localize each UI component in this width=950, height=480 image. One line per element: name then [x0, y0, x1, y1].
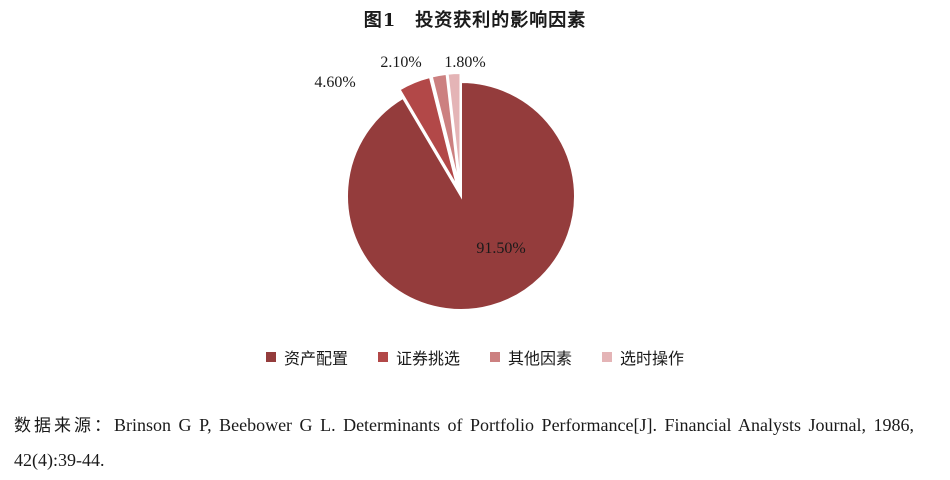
legend: 资产配置 证券挑选 其他因素 选时操作	[0, 345, 950, 369]
slice-data-label: 91.50%	[476, 240, 525, 257]
legend-label: 资产配置	[283, 349, 348, 368]
legend-swatch	[265, 352, 276, 362]
source-text: Brinson G P, Beebower G L. Determinants …	[14, 415, 915, 470]
chart-title: 图1 投资获利的影响因素	[363, 10, 587, 31]
legend-swatch	[602, 352, 613, 362]
legend-item: 其他因素	[490, 345, 572, 369]
source-prefix: 数据来源：	[14, 416, 115, 436]
slice-data-label: 2.10%	[380, 54, 421, 71]
pie-slice	[430, 72, 461, 188]
legend-label: 选时操作	[620, 349, 685, 368]
slice-data-label: 4.60%	[314, 74, 355, 91]
legend-item: 资产配置	[265, 345, 348, 369]
pie-slice	[398, 75, 459, 189]
legend-item: 选时操作	[602, 345, 684, 369]
legend-swatch	[377, 352, 388, 362]
legend-swatch	[490, 352, 500, 362]
legend-item: 证券挑选	[377, 345, 460, 369]
pie-slice	[446, 72, 462, 188]
source-note: 数据来源：Brinson G P, Beebower G L. Determin…	[14, 408, 914, 477]
pie-chart: 91.50% 4.60% 2.10% 1.80%	[314, 54, 576, 311]
slice-data-label: 1.80%	[444, 54, 485, 71]
legend-label: 其他因素	[508, 349, 573, 368]
legend-label: 证券挑选	[395, 349, 460, 368]
pie-slice	[346, 80, 576, 311]
